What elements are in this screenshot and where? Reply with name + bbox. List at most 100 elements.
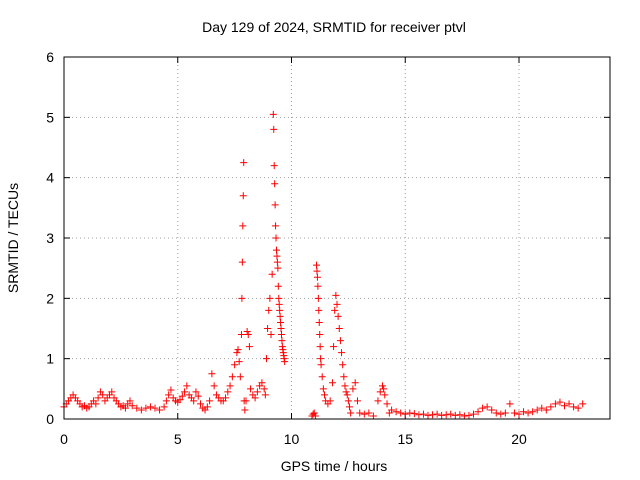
data-point xyxy=(245,343,253,351)
y-tick-label: 1 xyxy=(46,351,54,367)
data-point xyxy=(272,222,280,230)
data-point xyxy=(369,412,377,420)
data-point xyxy=(203,403,211,411)
data-point xyxy=(317,361,325,369)
data-point xyxy=(126,397,134,405)
data-point xyxy=(456,411,464,419)
data-point xyxy=(406,409,414,417)
data-point xyxy=(272,234,280,242)
data-point xyxy=(137,406,145,414)
data-point xyxy=(206,397,214,405)
data-point xyxy=(242,397,250,405)
data-point xyxy=(520,408,528,416)
data-point xyxy=(315,306,323,314)
data-point xyxy=(488,406,496,414)
data-point xyxy=(237,331,245,339)
data-point xyxy=(277,318,285,326)
data-point xyxy=(271,201,279,209)
data-point xyxy=(314,282,322,290)
data-point xyxy=(380,385,388,393)
data-point xyxy=(94,394,102,402)
data-point xyxy=(313,261,321,269)
data-point xyxy=(108,388,116,396)
data-point xyxy=(341,382,349,390)
data-point xyxy=(277,325,285,332)
data-point xyxy=(338,349,346,357)
data-point xyxy=(162,397,170,405)
data-point xyxy=(351,379,359,387)
data-point xyxy=(121,404,129,412)
axis-ticks: 0 1 2 3 4 5 6 0 5 10 15 20 xyxy=(46,49,610,447)
data-point xyxy=(260,385,268,393)
data-point xyxy=(228,373,236,381)
data-point xyxy=(258,379,266,387)
data-point xyxy=(165,391,173,399)
data-points xyxy=(60,110,587,420)
data-point xyxy=(524,409,532,417)
y-tick-label: 3 xyxy=(46,230,54,246)
data-point xyxy=(277,331,285,339)
data-point xyxy=(429,411,437,419)
data-point xyxy=(510,409,518,417)
data-point xyxy=(276,306,284,314)
data-point xyxy=(320,391,328,399)
data-point xyxy=(334,312,342,320)
data-point xyxy=(438,411,446,419)
y-tick-label: 0 xyxy=(46,411,54,427)
data-point xyxy=(272,246,280,254)
data-point xyxy=(269,110,277,118)
x-tick-label: 15 xyxy=(397,431,413,447)
data-point xyxy=(243,328,251,336)
data-point xyxy=(270,162,278,170)
data-point xyxy=(570,403,578,411)
y-tick-label: 2 xyxy=(46,290,54,306)
data-point xyxy=(376,388,384,396)
data-point xyxy=(344,397,352,405)
data-point xyxy=(251,394,259,402)
data-point xyxy=(190,397,198,405)
data-point xyxy=(311,412,319,420)
data-point xyxy=(319,385,327,393)
data-point xyxy=(222,394,230,402)
data-point xyxy=(353,397,361,405)
data-point xyxy=(247,385,255,393)
data-point xyxy=(392,408,400,416)
data-point xyxy=(274,264,282,272)
data-point xyxy=(326,397,334,405)
data-point xyxy=(194,392,202,400)
data-point xyxy=(401,410,409,418)
data-point xyxy=(346,403,354,411)
data-point xyxy=(374,397,382,405)
data-point xyxy=(470,410,477,418)
data-point xyxy=(278,337,286,345)
data-point xyxy=(419,410,427,418)
data-point xyxy=(276,312,284,320)
data-point xyxy=(397,409,405,417)
data-point xyxy=(451,411,459,419)
data-point xyxy=(265,306,273,314)
data-point xyxy=(506,400,514,408)
data-point xyxy=(335,325,343,332)
data-point xyxy=(275,300,283,308)
data-point xyxy=(239,222,247,230)
data-point xyxy=(547,403,555,411)
y-tick-label: 4 xyxy=(46,170,54,186)
data-point xyxy=(183,382,191,390)
data-point xyxy=(244,331,252,339)
data-point xyxy=(424,411,432,419)
data-point xyxy=(235,358,243,366)
data-point xyxy=(92,400,100,408)
data-point xyxy=(330,343,338,351)
data-point xyxy=(460,412,468,420)
data-point xyxy=(447,410,455,418)
data-point xyxy=(561,402,568,410)
data-point xyxy=(281,358,289,366)
data-point xyxy=(333,300,341,308)
data-point xyxy=(210,382,218,390)
data-point xyxy=(224,388,232,396)
data-point xyxy=(415,411,423,419)
x-tick-label: 20 xyxy=(511,431,527,447)
data-point xyxy=(151,404,159,412)
